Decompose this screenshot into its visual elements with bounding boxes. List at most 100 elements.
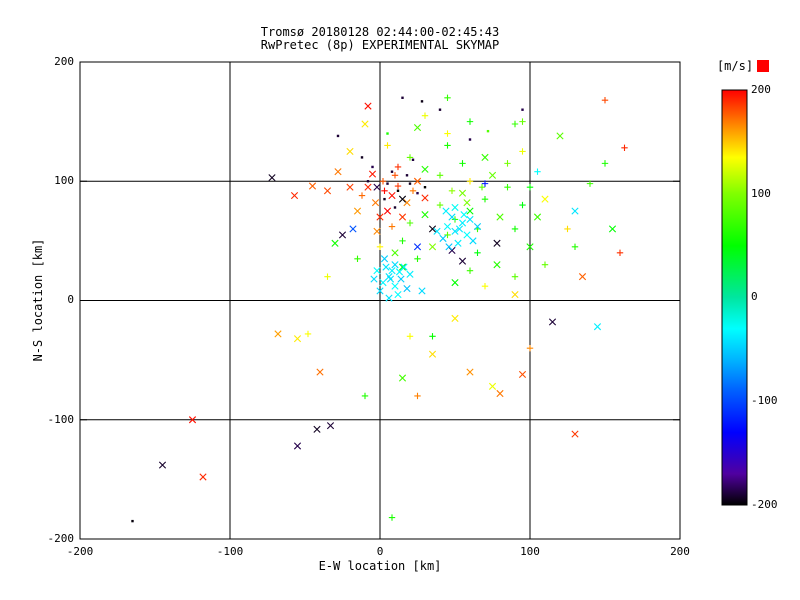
data-point <box>466 118 474 125</box>
data-point <box>511 290 519 299</box>
data-point <box>338 231 347 239</box>
data-point <box>383 207 392 215</box>
data-point <box>413 177 422 185</box>
data-point <box>481 153 489 161</box>
data-point <box>391 261 399 269</box>
data-point <box>608 225 617 233</box>
data-point <box>394 290 402 299</box>
data-point <box>364 102 372 110</box>
data-point <box>358 192 366 199</box>
data-point <box>436 172 444 179</box>
data-point <box>616 249 624 256</box>
data-point <box>439 234 447 243</box>
data-point <box>474 249 481 256</box>
data-point <box>323 187 332 195</box>
data-point <box>454 239 462 247</box>
data-point <box>334 168 342 176</box>
data-point <box>481 195 489 203</box>
data-point <box>541 195 549 203</box>
data-point <box>158 461 167 469</box>
data-point <box>571 430 579 438</box>
data-point <box>468 138 472 141</box>
data-point <box>621 144 628 152</box>
data-point <box>326 422 335 430</box>
data-point <box>398 374 407 382</box>
data-point <box>486 129 490 133</box>
x-tick-label: -200 <box>66 545 94 558</box>
data-point <box>379 279 387 287</box>
data-point <box>349 225 357 233</box>
data-point <box>391 249 399 257</box>
x-tick-label: -100 <box>216 545 244 558</box>
data-point <box>444 94 451 101</box>
data-point <box>473 222 482 231</box>
data-point <box>571 243 579 251</box>
data-point <box>526 345 534 352</box>
data-point <box>428 350 437 358</box>
data-point <box>390 170 394 173</box>
plot-subtitle: RwPretec (8p) EXPERIMENTAL SKYMAP <box>260 38 500 52</box>
data-point <box>428 243 437 251</box>
data-point <box>526 184 534 191</box>
data-point <box>445 243 453 251</box>
data-point <box>601 160 609 167</box>
colorbar-tick-label: -100 <box>751 394 778 407</box>
data-point <box>541 261 549 268</box>
data-point <box>488 171 497 179</box>
data-point <box>451 203 459 212</box>
data-point <box>370 275 378 283</box>
data-point <box>420 100 424 103</box>
data-point <box>421 211 429 219</box>
data-point <box>429 333 436 340</box>
data-point <box>386 275 395 283</box>
data-point <box>493 239 501 247</box>
data-point <box>455 225 464 233</box>
data-point <box>403 199 411 207</box>
data-point <box>401 96 404 99</box>
data-point <box>504 160 511 167</box>
data-point <box>493 261 501 269</box>
data-point <box>353 207 362 215</box>
axis-ticks <box>79 61 681 540</box>
data-point <box>518 370 527 379</box>
data-point <box>376 213 384 221</box>
data-point <box>293 442 302 450</box>
data-point <box>199 473 207 481</box>
data-point <box>346 183 354 191</box>
data-point <box>394 182 402 190</box>
data-point <box>458 219 467 227</box>
data-point <box>388 514 396 521</box>
data-point <box>346 147 354 156</box>
data-point <box>371 165 374 169</box>
x-tick-label: 100 <box>520 545 540 558</box>
colorbar-tick-label: -200 <box>751 498 778 511</box>
data-point <box>463 199 471 207</box>
data-point <box>421 112 429 119</box>
data-point <box>556 132 564 140</box>
data-point <box>388 267 396 275</box>
plot-title: Tromsø 20180128 02:44:00-02:45:43 <box>260 25 500 39</box>
data-point <box>408 182 412 185</box>
scatter-points <box>131 94 628 523</box>
y-axis-label: N-S location [km] <box>31 238 45 362</box>
data-point <box>436 201 444 209</box>
data-point <box>394 163 402 171</box>
data-point <box>399 237 406 245</box>
data-point <box>459 160 466 167</box>
data-point <box>391 172 399 179</box>
data-point <box>533 213 542 221</box>
data-point <box>393 206 397 209</box>
colorbar-tick-label: 0 <box>751 290 758 303</box>
data-point <box>438 108 442 111</box>
data-point <box>373 267 381 275</box>
data-point <box>511 225 519 233</box>
data-point <box>504 184 511 191</box>
data-point <box>379 178 387 185</box>
data-point <box>451 279 459 287</box>
data-point <box>571 207 579 215</box>
data-point <box>418 287 426 295</box>
data-point <box>478 184 486 191</box>
data-point <box>548 318 557 326</box>
